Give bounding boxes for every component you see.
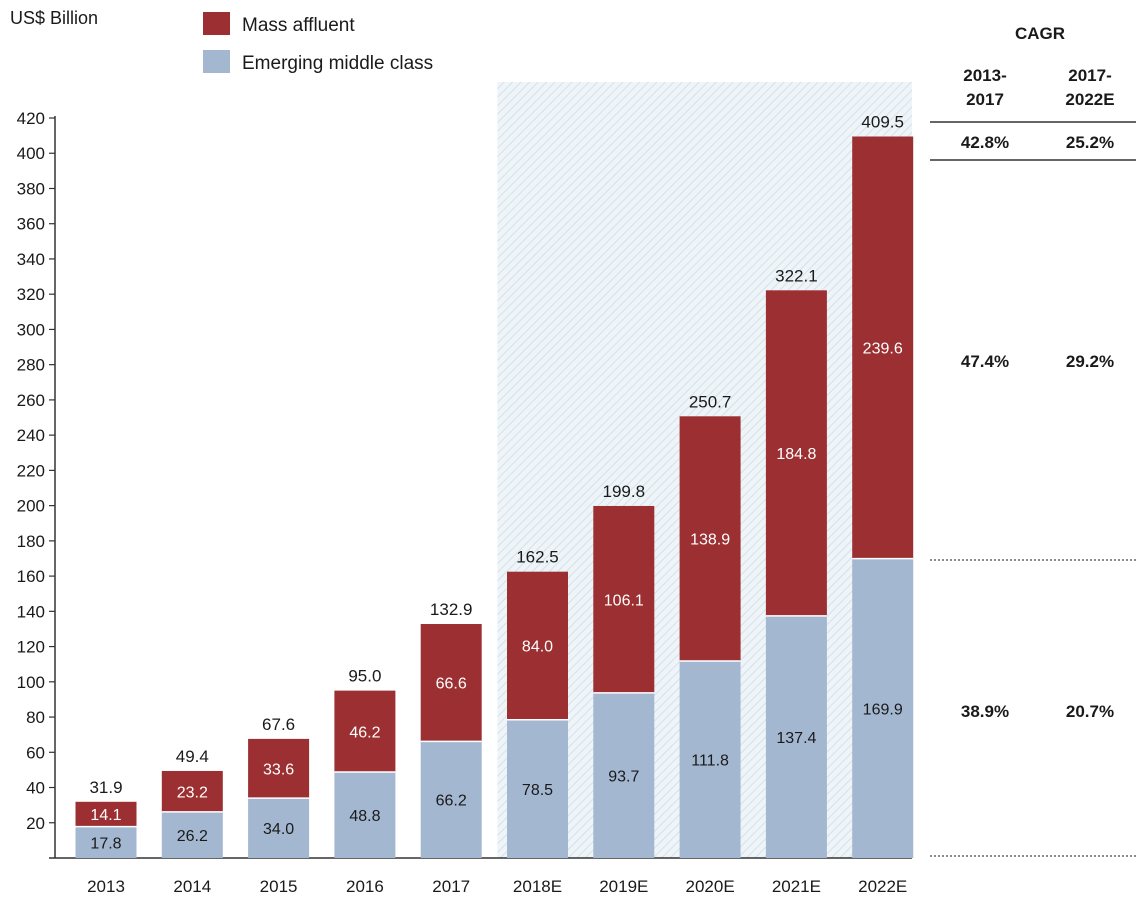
legend-label-emerging-middle-class: Emerging middle class xyxy=(242,53,433,74)
data-label-total: 162.5 xyxy=(516,548,559,567)
y-tick-label: 180 xyxy=(17,532,45,551)
y-tick-label: 100 xyxy=(17,673,45,692)
x-tick-label: 2014 xyxy=(173,877,211,896)
bar-mass-affluent xyxy=(75,801,137,827)
cagr-emerging-2013-2017: 38.9% xyxy=(960,702,1010,721)
cagr-title: CAGR xyxy=(1014,24,1066,43)
cagr-emerging-2017-2022e: 20.7% xyxy=(1065,702,1115,721)
data-label-emerging-middle-class: 78.5 xyxy=(522,782,553,799)
data-label-emerging-middle-class: 48.8 xyxy=(349,808,380,825)
data-label-mass-affluent: 23.2 xyxy=(177,784,208,801)
x-tick-label: 2020E xyxy=(686,877,735,896)
bar-emerging-middle-class xyxy=(593,692,655,858)
data-label-emerging-middle-class: 17.8 xyxy=(90,835,121,852)
data-label-mass-affluent: 33.6 xyxy=(263,761,294,778)
y-tick-label: 260 xyxy=(17,391,45,410)
cagr-col1-header-line2: 2017 xyxy=(966,90,1004,109)
data-label-emerging-middle-class: 137.4 xyxy=(776,730,816,747)
data-label-emerging-middle-class: 34.0 xyxy=(263,821,294,838)
x-tick-label: 2015 xyxy=(260,877,298,896)
y-tick-label: 120 xyxy=(17,638,45,657)
y-tick-label: 20 xyxy=(26,814,45,833)
data-label-emerging-middle-class: 66.2 xyxy=(436,793,467,810)
bar-mass-affluent xyxy=(248,738,310,799)
y-tick-label: 200 xyxy=(17,497,45,516)
legend-swatch-emerging-middle-class xyxy=(203,50,230,73)
y-tick-label: 320 xyxy=(17,285,45,304)
x-tick-label: 2016 xyxy=(346,877,384,896)
data-label-mass-affluent: 14.1 xyxy=(90,807,121,824)
data-label-mass-affluent: 84.0 xyxy=(522,639,553,656)
data-label-mass-affluent: 239.6 xyxy=(863,341,903,358)
bar-mass-affluent xyxy=(852,136,914,559)
bar-mass-affluent xyxy=(334,690,396,773)
x-tick-label: 2018E xyxy=(513,877,562,896)
data-label-mass-affluent: 138.9 xyxy=(690,532,730,549)
cagr-mass-affluent-2017-2022e: 29.2% xyxy=(1065,352,1115,371)
cagr-total-2017-2022e: 25.2% xyxy=(1065,133,1115,152)
y-tick-label: 340 xyxy=(17,250,45,269)
y-tick-label: 40 xyxy=(26,779,45,798)
data-label-total: 132.9 xyxy=(430,600,473,619)
cagr-col2-header-line1: 2017- xyxy=(1068,66,1112,85)
legend-label-mass-affluent: Mass affluent xyxy=(242,15,355,36)
bar-emerging-middle-class xyxy=(161,811,223,858)
bar-emerging-middle-class xyxy=(852,558,914,858)
y-tick-label: 160 xyxy=(17,567,45,586)
x-tick-label: 2021E xyxy=(772,877,821,896)
data-label-total: 199.8 xyxy=(603,482,646,501)
bar-mass-affluent xyxy=(420,624,482,742)
bar-mass-affluent xyxy=(507,571,568,720)
bar-mass-affluent xyxy=(679,416,741,662)
cagr-mass-affluent-2013-2017: 47.4% xyxy=(960,352,1010,371)
bar-emerging-middle-class xyxy=(507,719,568,858)
x-tick-label: 2019E xyxy=(599,877,648,896)
data-label-emerging-middle-class: 93.7 xyxy=(608,768,639,785)
y-tick-label: 60 xyxy=(26,743,45,762)
data-label-total: 49.4 xyxy=(176,747,209,766)
y-tick-label: 380 xyxy=(17,179,45,198)
y-tick-label: 220 xyxy=(17,461,45,480)
x-tick-label: 2017 xyxy=(432,877,470,896)
y-axis-label: US$ Billion xyxy=(10,8,98,28)
data-label-emerging-middle-class: 26.2 xyxy=(177,828,208,845)
bar-emerging-middle-class xyxy=(765,615,827,858)
cagr-col1-header-line1: 2013- xyxy=(963,66,1007,85)
y-tick-label: 80 xyxy=(26,708,45,727)
bar-emerging-middle-class xyxy=(679,661,741,858)
data-label-total: 409.5 xyxy=(861,113,904,132)
y-tick-label: 400 xyxy=(17,144,45,163)
data-label-emerging-middle-class: 111.8 xyxy=(691,753,729,770)
data-label-mass-affluent: 184.8 xyxy=(776,446,816,463)
y-tick-label: 360 xyxy=(17,215,45,234)
data-label-emerging-middle-class: 169.9 xyxy=(863,701,903,718)
data-label-total: 322.1 xyxy=(775,266,818,285)
bar-emerging-middle-class xyxy=(334,772,396,858)
bar-mass-affluent xyxy=(161,770,223,812)
bar-mass-affluent xyxy=(765,290,827,616)
data-label-total: 31.9 xyxy=(89,778,122,797)
data-label-total: 95.0 xyxy=(348,667,381,686)
y-tick-label: 300 xyxy=(17,320,45,339)
bar-emerging-middle-class xyxy=(75,826,137,858)
cagr-col2-header-line2: 2022E xyxy=(1065,90,1115,109)
legend-swatch-mass-affluent xyxy=(203,12,230,35)
data-label-mass-affluent: 46.2 xyxy=(349,724,380,741)
data-label-total: 250.7 xyxy=(689,392,732,411)
data-label-total: 67.6 xyxy=(262,715,295,734)
cagr-total-2013-2017: 42.8% xyxy=(960,133,1010,152)
bar-emerging-middle-class xyxy=(248,798,310,858)
y-tick-label: 240 xyxy=(17,426,45,445)
bar-mass-affluent xyxy=(593,505,655,693)
y-tick-label: 420 xyxy=(17,109,45,128)
y-tick-label: 140 xyxy=(17,602,45,621)
x-tick-label: 2013 xyxy=(87,877,125,896)
bar-emerging-middle-class xyxy=(420,741,482,858)
data-label-mass-affluent: 66.6 xyxy=(436,676,467,693)
y-tick-label: 280 xyxy=(17,356,45,375)
data-label-mass-affluent: 106.1 xyxy=(604,592,644,609)
x-tick-label: 2022E xyxy=(858,877,907,896)
